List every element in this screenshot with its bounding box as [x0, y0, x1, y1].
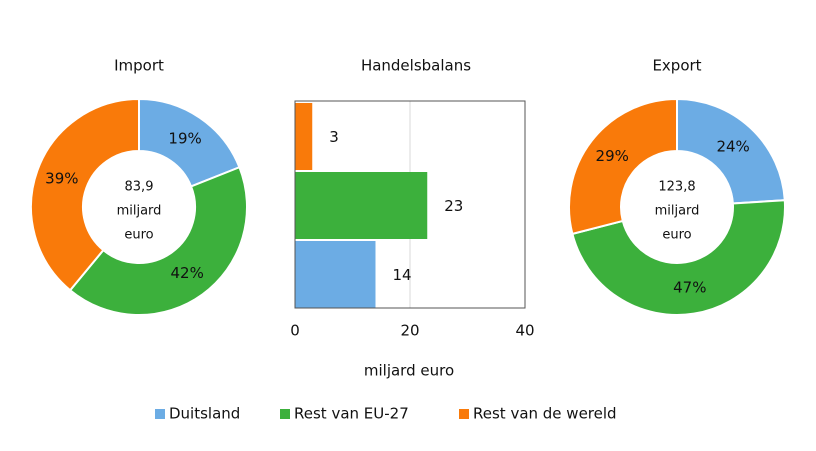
legend-label: Duitsland	[169, 405, 240, 423]
value-label: 42%	[171, 264, 204, 282]
donut-slice	[568, 97, 678, 236]
center-label: 123,8	[658, 180, 695, 195]
x-tick-label: 20	[400, 322, 419, 340]
bar	[295, 103, 313, 170]
value-label: 47%	[673, 278, 706, 296]
center-label: 83,9	[125, 180, 154, 195]
value-label: 23	[444, 197, 463, 215]
center-label: miljard	[117, 204, 162, 219]
value-label: 39%	[45, 170, 78, 188]
legend-label: Rest van EU-27	[294, 405, 409, 423]
value-label: 29%	[596, 147, 629, 165]
value-label: 14	[393, 266, 412, 284]
donut-slice	[571, 199, 786, 316]
bar	[295, 241, 376, 308]
x-tick-label: 40	[515, 322, 534, 340]
value-label: 3	[329, 128, 339, 146]
chart-title: Handelsbalans	[361, 57, 471, 75]
donut-slice	[676, 97, 786, 205]
value-label: 19%	[168, 130, 201, 148]
plot-border	[294, 100, 526, 309]
center-label: miljard	[655, 204, 700, 219]
x-tick-label: 0	[290, 322, 300, 340]
legend-swatch	[459, 409, 469, 419]
chart-title: Export	[652, 57, 701, 75]
center-label: euro	[124, 228, 153, 243]
donut-slice	[68, 165, 248, 316]
chart-title: Import	[114, 57, 164, 75]
donut-slice	[30, 97, 140, 292]
x-axis-label: miljard euro	[364, 362, 454, 380]
bar	[295, 172, 428, 239]
center-label: euro	[662, 228, 691, 243]
legend-label: Rest van de wereld	[473, 405, 617, 423]
legend-swatch	[155, 409, 165, 419]
value-label: 24%	[716, 138, 749, 156]
legend-swatch	[280, 409, 290, 419]
